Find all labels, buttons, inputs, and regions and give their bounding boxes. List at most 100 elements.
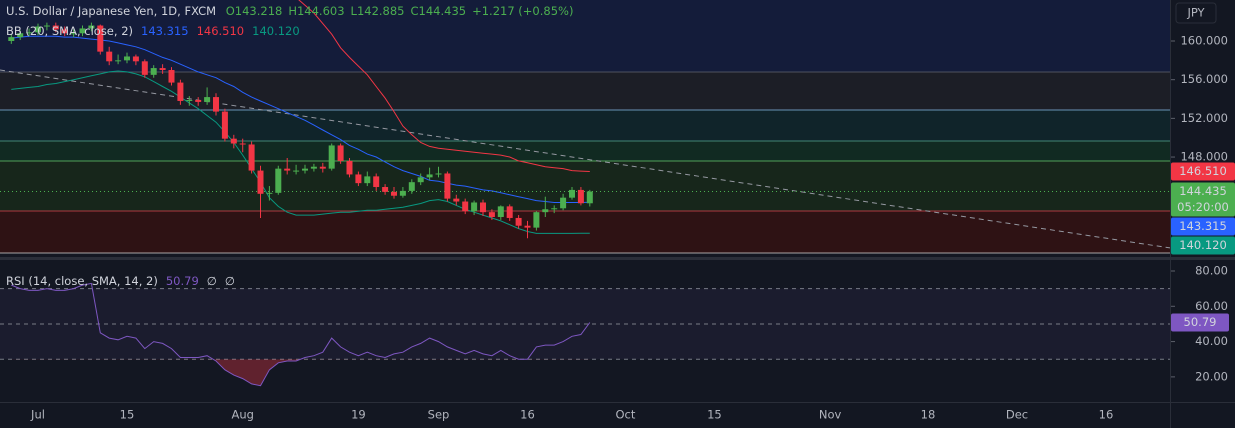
y-tick-label: 40.00 [1195,334,1228,348]
candle-body [43,25,50,27]
candle-body [257,170,264,194]
candle-body [319,166,326,169]
rsi-title: RSI (14, close, SMA, 14, 2) [6,274,158,288]
symbol-header: U.S. Dollar / Japanese Yen, 1D, FXCM O14… [6,4,573,18]
candle-body [417,177,424,183]
candle-body [88,25,95,29]
ohlc-value: H144.603 [288,4,344,18]
candle-body [17,33,24,38]
candle-body [462,201,469,212]
candle-body [480,202,486,213]
x-tick-label: Aug [231,408,253,422]
price-tag [1171,236,1235,255]
indicator-value: 146.510 [197,24,245,38]
candle-body [364,176,371,184]
candle-body [26,32,33,34]
candle-body [248,144,255,171]
candle-body [302,168,308,171]
x-tick-label: Nov [819,408,842,422]
candle-body [471,202,478,212]
candle-body [435,173,442,175]
candle-body [382,187,389,192]
x-tick-label: Dec [1006,408,1028,422]
candle-body [577,189,584,204]
candle-body [61,29,68,34]
candle-body [524,225,531,228]
candle-body [328,145,335,169]
ohlc-value: +1.217 (+0.85%) [472,4,573,18]
currency-label: JPY [1186,6,1205,20]
symbol: U.S. Dollar / Japanese Yen, 1D, FXCM [6,4,216,18]
y-tick-label: 60.00 [1195,299,1228,313]
candle-body [560,197,567,209]
rsi-pane [0,282,1170,387]
bb-line [11,70,590,234]
candle-body [150,68,157,75]
price-tag [1171,182,1235,217]
candle-body [204,97,211,102]
y-tick-label: 152.000 [1180,111,1228,125]
candle-body [533,212,540,228]
zone [0,140,1170,162]
candle-body [453,198,460,202]
candle-body [213,97,219,112]
bb-line [298,0,590,172]
candle-body [115,60,122,62]
candle-body [373,176,380,188]
candle-body [408,182,415,191]
x-tick-label: Oct [615,408,635,422]
price-tag [1171,217,1235,236]
zone [0,71,1170,110]
candle-body [124,56,130,61]
price-tag-label: 140.120 [1179,238,1227,252]
candle-body [426,174,433,178]
x-tick-label: 19 [351,408,366,422]
candle-body [346,160,353,175]
candle-body [79,28,86,34]
y-tick-label: 148.000 [1180,150,1228,164]
y-tick-label: 156.000 [1180,72,1228,86]
x-tick-label: 15 [707,408,722,422]
candle-body [106,51,113,62]
candle-body [391,191,397,196]
candle-body [177,82,184,101]
bb-line [11,35,590,203]
currency-box[interactable] [1175,2,1217,24]
y-tick-label: 160.000 [1180,34,1228,48]
candle-body [444,173,451,199]
candle-body [97,25,104,52]
candle-body [70,33,77,35]
candle-body [8,37,15,42]
rsi-extra: ∅ [207,274,217,288]
rsi-tag [1171,313,1229,332]
candle-body [275,168,282,193]
candle-body [506,206,513,218]
candle-body [52,25,59,30]
x-tick-label: 16 [520,408,535,422]
indicator-header: BB (20, SMA, close, 2) 143.315 146.510 140.… [6,24,300,38]
candle-body [497,206,504,217]
overlay: 160.000 156.000 152.000 148.000 BB (20, SMA,… [6,24,1235,422]
rsi-tag-label: 50.79 [1184,315,1217,329]
y-tick-label: 20.00 [1195,369,1228,383]
candle-body [284,168,291,171]
zone [0,161,1170,212]
candle-body [132,56,139,62]
candle-body [266,192,273,194]
candle-body [195,99,202,102]
price-pane [0,0,1170,254]
candle-body [239,143,246,145]
x-tick-label: Jul [30,408,45,422]
candle-body [569,189,575,198]
candle-body [159,68,166,71]
candle-body [293,170,300,172]
rsi-line [11,282,591,387]
x-tick-label: 18 [921,408,936,422]
price-tag-label: 143.315 [1179,219,1227,233]
x-tick-label: 16 [1099,408,1114,422]
candle-body [337,145,344,161]
candle-body [168,70,175,83]
price-tag-label: 05:20:00 [1177,200,1229,214]
